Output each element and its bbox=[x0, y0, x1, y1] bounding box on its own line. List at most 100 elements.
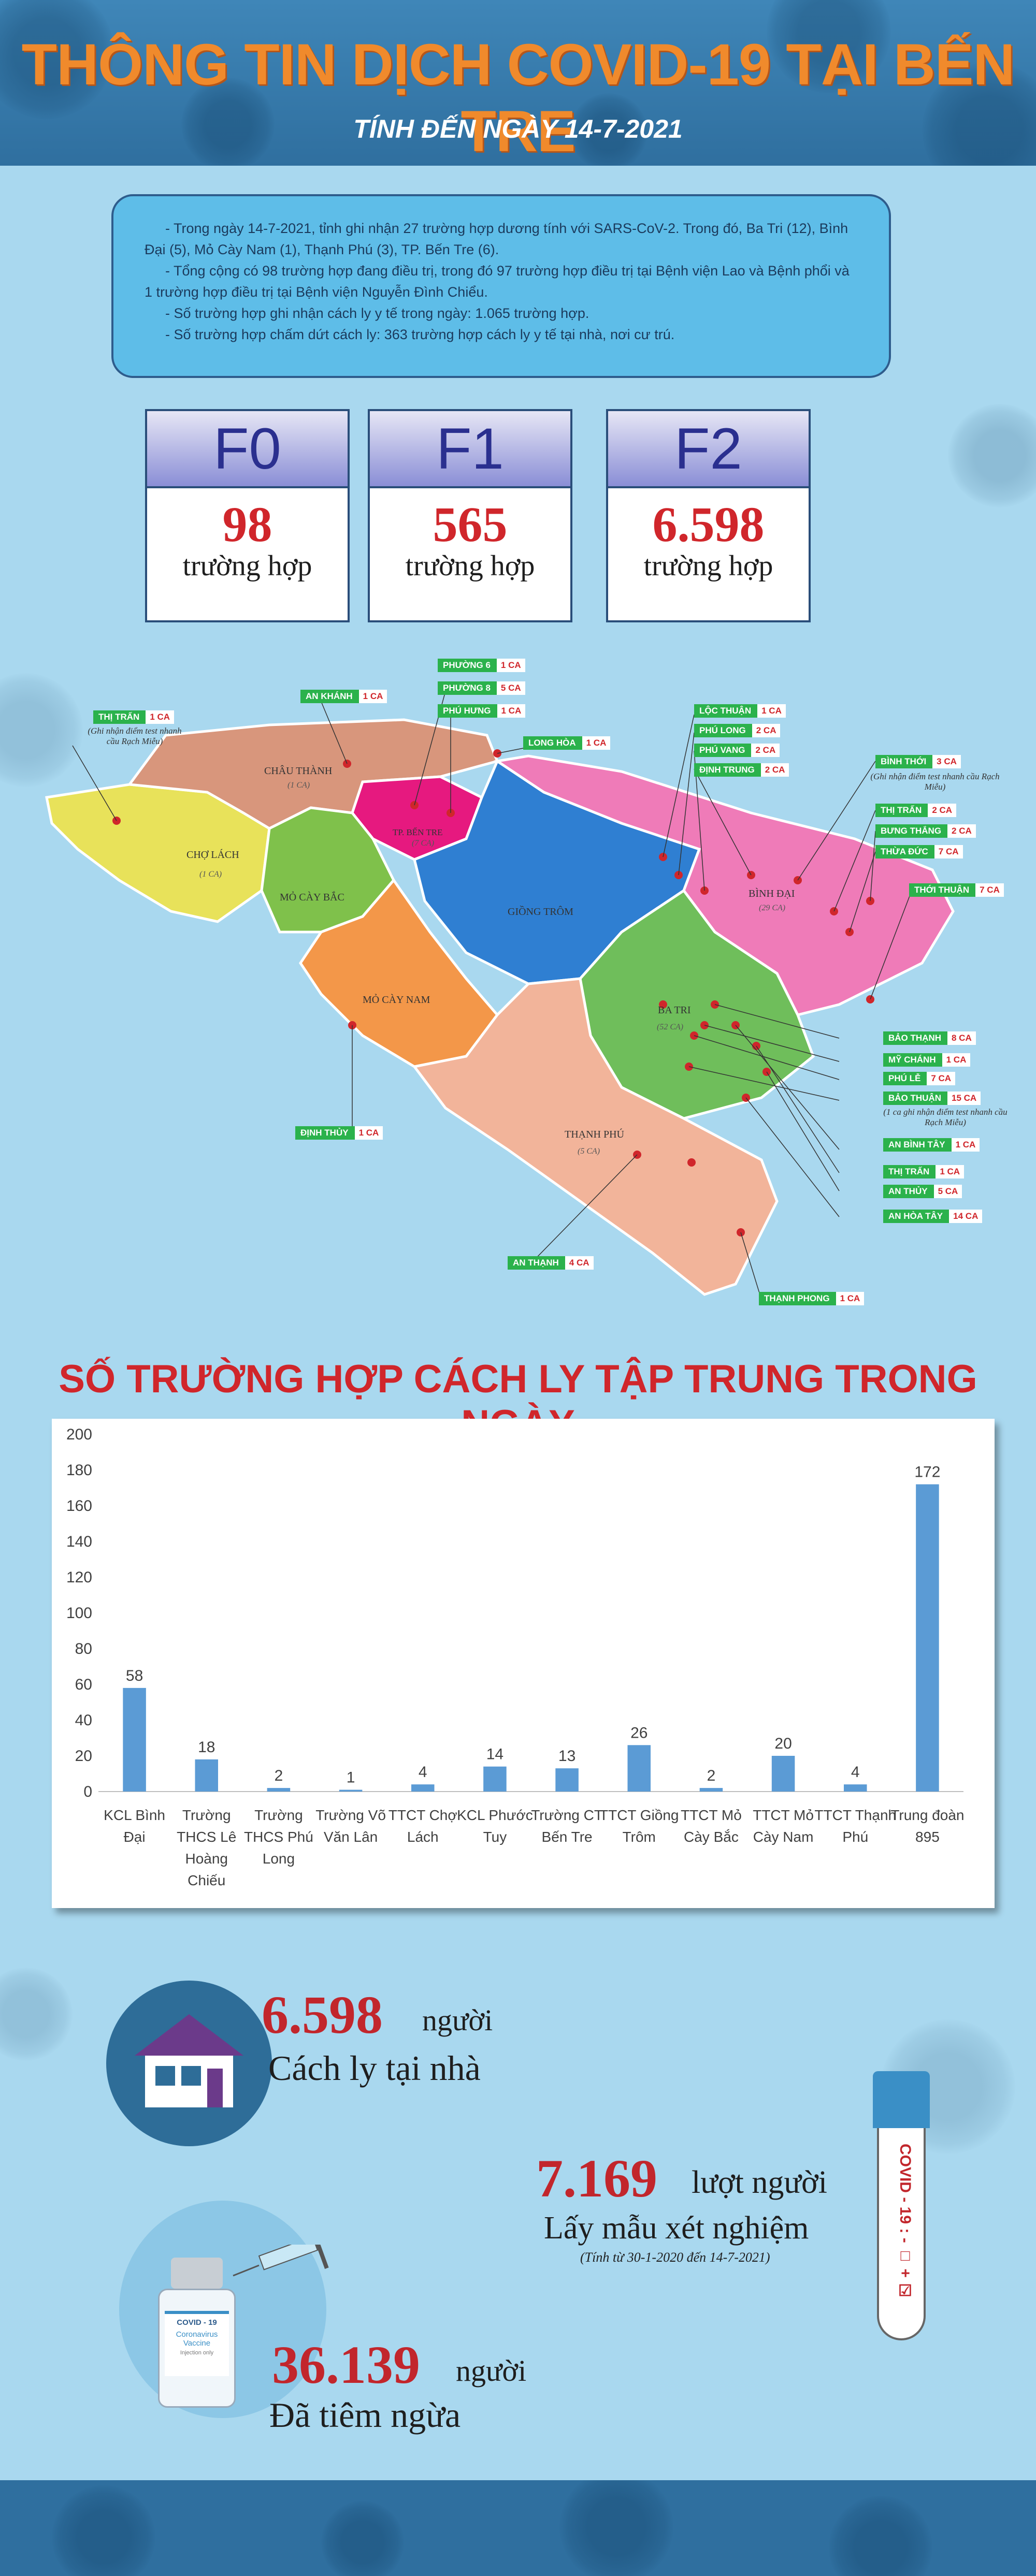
bar bbox=[483, 1766, 507, 1792]
x-tick-label-line: Lách bbox=[407, 1829, 439, 1845]
bar bbox=[627, 1745, 651, 1792]
map-note: (1 ca ghi nhận điểm test nhanh cầu Rạch … bbox=[883, 1107, 1008, 1127]
x-tick-label: Trường THCS Lê Hoàng Chiếu bbox=[177, 1807, 236, 1888]
bar bbox=[411, 1784, 435, 1792]
footer-banner bbox=[0, 2480, 1036, 2576]
commune-label: AN KHÁNH 1 CA bbox=[300, 690, 387, 703]
virus-decor-icon bbox=[321, 2501, 404, 2576]
district-binh-dai bbox=[494, 754, 955, 1016]
x-tick-label-line: Trường CT bbox=[531, 1807, 603, 1823]
x-tick-label-line: Đại bbox=[124, 1829, 146, 1845]
x-tick-label-line: Trôm bbox=[623, 1829, 656, 1845]
y-tick-label: 80 bbox=[75, 1640, 92, 1657]
data-label: 18 bbox=[198, 1739, 215, 1756]
vaccine-vial-icon: COVID - 19 Coronavirus Vaccine Injection… bbox=[158, 2258, 236, 2408]
y-tick-label: 120 bbox=[66, 1569, 92, 1586]
stat-card-f0: F0 98 trường hợp bbox=[145, 409, 350, 622]
commune-label: AN THẠNH 4 CA bbox=[508, 1256, 594, 1270]
home-isolation-value: 6.598 bbox=[262, 1985, 383, 2045]
x-tick-label-line: Long bbox=[263, 1851, 295, 1867]
virus-decor-icon bbox=[559, 2480, 673, 2576]
virus-decor-icon bbox=[0, 1968, 73, 2061]
y-tick-label: 180 bbox=[66, 1462, 92, 1479]
stat-label: F2 bbox=[608, 411, 809, 488]
virus-decor-icon bbox=[829, 2496, 932, 2576]
virus-decor-icon bbox=[52, 2485, 155, 2576]
commune-label: LỘC THUẬN 1 CA bbox=[694, 704, 786, 718]
x-tick-label-line: TTCT Thạnh bbox=[814, 1807, 896, 1823]
data-label: 172 bbox=[914, 1464, 940, 1481]
commune-label: THỊ TRẤN 1 CA bbox=[883, 1165, 965, 1178]
stat-card-f2: F2 6.598 trường hợp bbox=[606, 409, 811, 622]
data-label: 14 bbox=[486, 1746, 503, 1763]
x-tick-label-line: Trường bbox=[254, 1807, 303, 1823]
test-tube-icon: COVID - 19 : - □ + ☑ bbox=[873, 2071, 930, 2340]
summary-line: - Trong ngày 14-7-2021, tỉnh ghi nhận 27… bbox=[145, 221, 848, 257]
district-label-chau-thanh: CHÂU THÀNH bbox=[264, 765, 333, 777]
x-tick-label-line: Phú bbox=[842, 1829, 868, 1845]
x-tick-label-line: TTCT Mỏ bbox=[681, 1807, 742, 1823]
map-note: (Ghi nhận điểm test nhanh cầu Rạch Miễu) bbox=[870, 772, 1000, 792]
syringe-icon bbox=[233, 2245, 329, 2277]
x-tick-label-line: KCL Bình bbox=[104, 1807, 165, 1823]
district-sub-thanh-phu: (5 CA) bbox=[578, 1147, 600, 1156]
commune-label: THỊ TRẤN 1 CA bbox=[93, 710, 175, 724]
x-tick-label: Trường THCS Phú Long bbox=[244, 1807, 313, 1867]
bar bbox=[699, 1788, 723, 1792]
y-tick-label: 20 bbox=[75, 1748, 92, 1765]
stat-label: F0 bbox=[147, 411, 348, 488]
tube-cap bbox=[873, 2071, 930, 2128]
x-tick-label: TTCT Chợ Lách bbox=[388, 1807, 457, 1845]
x-tick-label-line: Cày Bắc bbox=[684, 1829, 739, 1845]
district-sub-ba-tri: (52 CA) bbox=[657, 1023, 684, 1031]
bar bbox=[771, 1756, 795, 1792]
data-label: 4 bbox=[419, 1764, 427, 1781]
commune-label: PHÚ VANG 2 CA bbox=[694, 744, 780, 757]
vial-body: COVID - 19 Coronavirus Vaccine Injection… bbox=[158, 2289, 236, 2408]
vaccinated-label: Đã tiêm ngừa bbox=[269, 2395, 461, 2435]
x-tick-label: TTCT Mỏ Cày Bắc bbox=[681, 1807, 742, 1845]
data-label: 2 bbox=[707, 1767, 716, 1784]
district-thanh-phu bbox=[412, 977, 779, 1296]
commune-label: THỪA ĐỨC 7 CA bbox=[875, 845, 963, 858]
stat-unit: trường hợp bbox=[405, 550, 535, 582]
stat-card-f1: F1 565 trường hợp bbox=[368, 409, 572, 622]
commune-label: LONG HÒA 1 CA bbox=[523, 736, 611, 750]
virus-decor-icon bbox=[948, 404, 1036, 507]
header-banner bbox=[0, 0, 1036, 166]
commune-label: THỊ TRẤN 2 CA bbox=[875, 804, 957, 817]
x-tick-label-line: KCL Phước bbox=[457, 1807, 533, 1823]
data-label: 2 bbox=[275, 1767, 283, 1784]
district-sub-cho-lach: (1 CA) bbox=[199, 870, 222, 879]
district-label-mo-cay-bac: MỎ CÀY BẮC bbox=[280, 892, 344, 903]
vaccinated-value: 36.139 bbox=[272, 2335, 420, 2395]
province-map bbox=[45, 691, 955, 1300]
district-sub-binh-dai: (29 CA) bbox=[759, 904, 786, 912]
commune-label: BẢO THUẬN 15 CA bbox=[883, 1091, 981, 1105]
tests-note: (Tính từ 30-1-2020 đến 14-7-2021) bbox=[580, 2250, 770, 2265]
district-sub-tp-ben-tre: (7 CA) bbox=[412, 839, 435, 848]
vial-label-title: COVID - 19 bbox=[177, 2318, 217, 2327]
map-note: (Ghi nhận điểm test nhanh cầu Rạch Miễu) bbox=[88, 726, 182, 746]
district-label-ba-tri: BA TRI bbox=[658, 1005, 691, 1016]
x-tick-label-line: Tuy bbox=[483, 1829, 507, 1845]
x-tick-label-line: TTCT Giồng bbox=[599, 1807, 679, 1823]
stat-value: 565 bbox=[433, 497, 508, 552]
home-isolation-label: Cách ly tại nhà bbox=[268, 2048, 481, 2088]
x-tick-label: KCL Phước Tuy bbox=[457, 1807, 533, 1845]
x-tick-label-line: THCS Phú bbox=[244, 1829, 313, 1845]
virus-decor-icon bbox=[570, 93, 648, 166]
bar bbox=[843, 1784, 867, 1792]
district-label-giong-trom: GIỒNG TRÔM bbox=[508, 906, 573, 918]
tube-body: COVID - 19 : - □ + ☑ bbox=[877, 2128, 926, 2340]
x-tick-label-line: Trường Võ bbox=[315, 1807, 386, 1823]
x-tick-label: TTCT Mỏ Cày Nam bbox=[753, 1807, 814, 1845]
x-tick-label-line: THCS Lê bbox=[177, 1829, 236, 1845]
y-tick-label: 140 bbox=[66, 1533, 92, 1550]
y-tick-label: 40 bbox=[75, 1712, 92, 1729]
district-label-mo-cay-nam: MỎ CÀY NAM bbox=[363, 994, 430, 1006]
summary-line: - Số trường hợp ghi nhận cách ly y tế tr… bbox=[165, 305, 589, 321]
stat-unit: trường hợp bbox=[182, 550, 312, 582]
